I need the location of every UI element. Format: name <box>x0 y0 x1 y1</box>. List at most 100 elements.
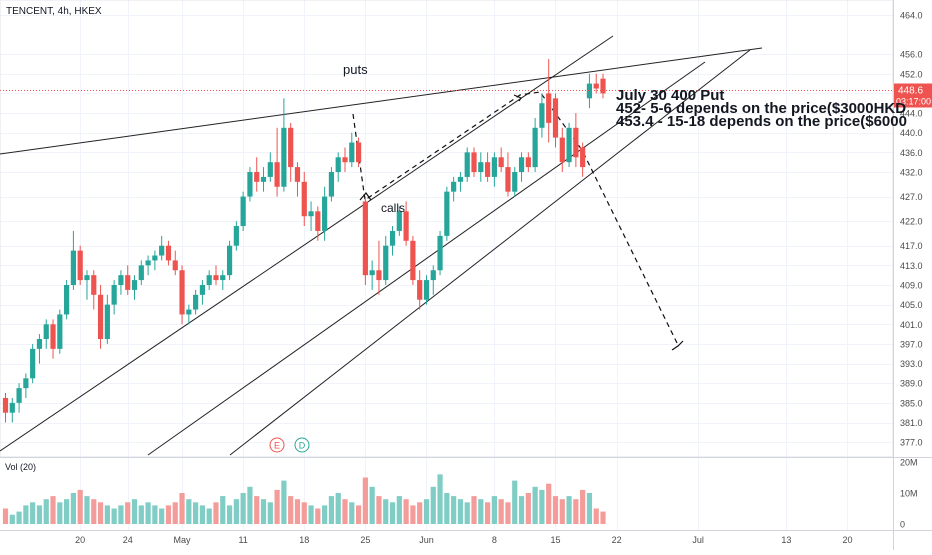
candle <box>335 152 341 182</box>
price-tick-label: 405.0 <box>900 300 923 310</box>
volume-bar <box>233 499 239 524</box>
candle <box>478 152 484 182</box>
time-tick-label: May <box>174 535 192 545</box>
volume-bar <box>498 499 504 524</box>
candle-body <box>2 397 9 413</box>
candle <box>451 176 457 202</box>
volume-bar <box>539 489 545 524</box>
candle-body <box>57 314 63 349</box>
candle-body <box>193 294 199 310</box>
price-tick-label: 456.0 <box>900 50 923 60</box>
candle <box>36 334 43 364</box>
projection-arrowhead <box>359 192 372 201</box>
volume-bar <box>478 499 484 524</box>
time-tick-label: 11 <box>238 535 247 545</box>
candle-body <box>23 378 29 389</box>
trendlines[interactable] <box>0 35 763 456</box>
volume-bar <box>104 505 110 524</box>
bar-countdown: 03:17:00 <box>896 97 931 107</box>
volume-bar <box>396 496 402 524</box>
candle <box>138 260 144 285</box>
candle-body <box>125 275 131 290</box>
candle <box>566 122 572 168</box>
volume-label[interactable]: Vol (20) <box>5 462 36 472</box>
candle <box>301 172 307 227</box>
candle <box>240 191 246 231</box>
time-axis[interactable]: 20 24 May 11 18 25 Jun 8 15 22 Jul 13 20 <box>75 535 852 545</box>
candle-body <box>423 280 430 300</box>
candle-body <box>43 324 49 340</box>
candle-body <box>138 265 144 281</box>
candle <box>573 113 579 168</box>
trendline <box>0 47 763 155</box>
price-tick-label: 413.0 <box>900 261 923 271</box>
earnings-marker[interactable]: E <box>269 437 285 453</box>
candle <box>546 59 552 143</box>
candle <box>30 343 36 384</box>
volume-bar <box>464 502 470 524</box>
candle-body <box>50 324 56 349</box>
candle <box>369 260 375 290</box>
volume-bar <box>294 499 301 524</box>
candle-body <box>430 270 436 281</box>
candle-body <box>383 245 389 281</box>
time-tick-label: 24 <box>123 535 133 545</box>
candle-body <box>77 250 83 281</box>
volume-bar <box>240 493 246 524</box>
dividend-icon: D <box>299 441 306 451</box>
volume-bar <box>165 505 172 524</box>
volume-bar <box>179 493 185 524</box>
candle-body <box>342 157 348 163</box>
volume-bar <box>288 496 294 524</box>
volume-bar <box>410 505 416 524</box>
volume-bar <box>131 499 138 524</box>
candle-body <box>349 142 355 163</box>
candle <box>64 280 70 320</box>
candle-body <box>457 176 464 182</box>
price-tick-label: 440.0 <box>900 128 923 138</box>
candle <box>233 221 239 251</box>
volume-bar <box>220 496 226 524</box>
earnings-icon: E <box>274 441 280 451</box>
symbol-title[interactable]: TENCENT, 4h, HKEX <box>6 6 102 17</box>
volume-bar <box>23 505 29 524</box>
volume-bar <box>274 489 280 524</box>
volume-tick-label: 0 <box>900 520 905 530</box>
candle-body <box>281 127 287 187</box>
dividend-marker[interactable]: D <box>294 437 310 453</box>
puts-annotation: puts <box>343 62 368 77</box>
volume-bar <box>335 493 341 524</box>
volume-bar <box>260 499 267 524</box>
candle <box>247 167 253 202</box>
volume-bar <box>471 496 477 524</box>
candle <box>389 226 396 256</box>
candle <box>349 132 355 168</box>
volume-bar <box>457 499 464 524</box>
trendline <box>147 61 706 456</box>
candle <box>193 289 199 315</box>
candle <box>403 201 409 246</box>
volume-bar <box>403 499 409 524</box>
candle <box>328 167 335 202</box>
volume-bar <box>118 505 124 524</box>
volume-bar <box>505 502 511 524</box>
candle-body <box>70 250 76 285</box>
price-tick-label: 397.0 <box>900 339 923 349</box>
projection-arrowhead <box>513 94 522 102</box>
price-axis[interactable]: 377.0 381.0 385.0 389.0 393.0 397.0 401.0 405.0… <box>900 10 923 529</box>
candle <box>50 319 56 359</box>
note-line-2: 452- 5-6 depends on the price($3000HKD <box>616 100 906 117</box>
candle <box>484 152 491 182</box>
candle <box>376 240 382 295</box>
candle-body <box>131 280 138 290</box>
time-tick-label: 20 <box>842 535 852 545</box>
candle-body <box>362 201 368 276</box>
time-tick-label: 25 <box>360 535 370 545</box>
grid-lines <box>0 0 893 530</box>
candle <box>308 201 314 231</box>
candle <box>586 73 593 109</box>
candle-body <box>518 157 525 173</box>
volume-bar <box>484 502 491 524</box>
